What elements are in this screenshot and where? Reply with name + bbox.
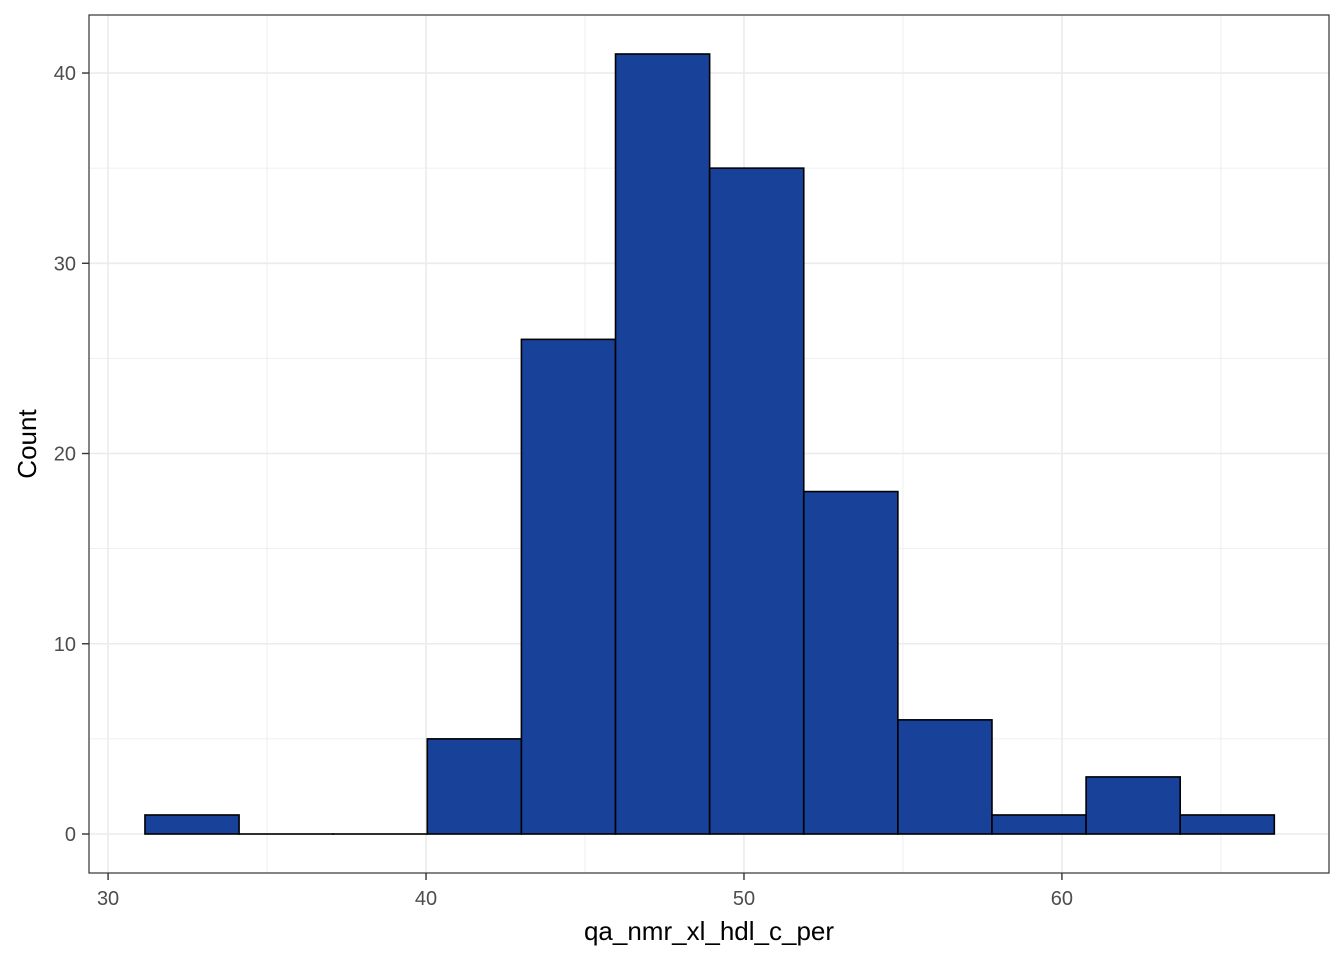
histogram-bar-11 (1085, 776, 1181, 835)
x-tick-label: 50 (733, 888, 755, 910)
histogram-bar-5 (520, 338, 617, 835)
x-axis-title: qa_nmr_xl_hdl_c_per (584, 916, 834, 946)
panel-border (88, 14, 1330, 874)
histogram-bar-4 (426, 738, 523, 835)
x-axis-ticks: 30 40 50 60 (97, 873, 1073, 910)
histogram-bars (144, 53, 1276, 835)
y-tick-label: 0 (65, 824, 76, 846)
x-tick-label: 60 (1051, 888, 1073, 910)
histogram-bar-12 (1179, 814, 1276, 835)
histogram-bar-7 (708, 167, 805, 835)
y-axis-title: Count (12, 409, 42, 479)
y-axis-ticks: 0 10 20 30 40 (54, 63, 89, 846)
x-tick-label: 30 (97, 888, 119, 910)
x-tick-label: 40 (415, 888, 437, 910)
histogram-bar-9 (897, 719, 993, 835)
histogram-bar-10 (991, 814, 1087, 835)
y-tick-label: 20 (54, 444, 76, 466)
y-tick-label: 10 (54, 634, 76, 656)
y-tick-label: 30 (54, 253, 76, 275)
y-tick-label: 40 (54, 63, 76, 85)
histogram-bar-8 (802, 490, 899, 835)
histogram-bar-1 (144, 814, 240, 835)
histogram-bar-6 (614, 53, 711, 835)
